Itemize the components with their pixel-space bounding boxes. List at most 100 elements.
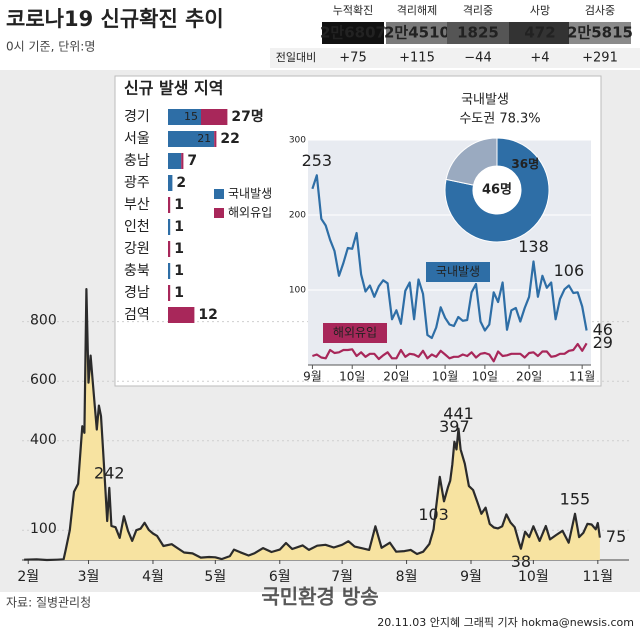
data-label: 138	[518, 237, 549, 256]
overlay: 누적확진 2만6807 +75 격리해제 2만4510 +115 격리중 1825 −44 사망 4…	[124, 3, 633, 384]
total-label: 1	[174, 197, 184, 213]
x-tick-label: 8월	[396, 569, 418, 585]
total-label: 1	[174, 285, 184, 301]
y-tick-label: 100	[289, 286, 306, 296]
panel-title: 신규 발생 지역	[124, 79, 223, 98]
legend-label: 국내발생	[228, 187, 272, 201]
stat-label: 검사중	[585, 4, 615, 17]
credit: 20.11.03 안지혜 그래픽 기자 hokma@newsis.com	[377, 616, 634, 629]
donut-slice	[444, 137, 550, 243]
stat-label: 격리중	[463, 4, 493, 17]
bar	[168, 197, 171, 213]
title: 코로나19 신규확진 추이	[6, 7, 224, 31]
data-label: 103	[418, 505, 449, 524]
bar	[168, 263, 171, 279]
donut-title: 국내발생	[461, 93, 509, 108]
total-label: 2	[176, 175, 186, 191]
bar	[214, 131, 217, 147]
total-label: 1	[174, 241, 184, 257]
legend-label: 해외유입	[228, 206, 272, 220]
stat-change: +75	[339, 51, 366, 66]
bar	[181, 153, 184, 169]
stat-value: 1825	[457, 24, 499, 42]
data-label: 155	[560, 489, 591, 508]
legend-swatch	[214, 189, 224, 199]
y-tick-label: 400	[30, 432, 57, 448]
x-tick-label: 20일	[383, 370, 409, 384]
legend-swatch	[214, 208, 224, 218]
category-label: 부산	[124, 197, 150, 213]
series-line	[312, 342, 588, 363]
data-label: 253	[302, 151, 333, 170]
donut-hole	[473, 166, 521, 214]
stat-value: 2만5815	[567, 24, 633, 42]
total-label: 12	[198, 307, 217, 323]
stat-box	[386, 22, 448, 44]
x-tick-label: 11월	[569, 370, 595, 384]
x-tick-label: 20일	[516, 370, 542, 384]
stat-box	[509, 22, 571, 44]
bar	[168, 285, 171, 301]
x-tick-label: 9월	[460, 569, 482, 585]
series-tag	[426, 262, 490, 282]
stat-change: −44	[464, 51, 491, 66]
y-tick-label: 800	[30, 313, 57, 329]
y-tick-label: 200	[289, 211, 306, 221]
bar	[168, 109, 201, 125]
data-label: 397	[439, 417, 470, 436]
category-label: 충북	[124, 263, 150, 279]
stat-box	[447, 22, 509, 44]
bar	[168, 131, 215, 147]
stat-label: 누적확진	[333, 4, 373, 17]
change-label: 전일대비	[276, 50, 316, 64]
stat-box	[569, 22, 631, 44]
data-label: 75	[606, 527, 626, 546]
data-label: 441	[443, 404, 474, 423]
series-tag	[323, 323, 387, 343]
category-label: 경기	[124, 109, 150, 125]
x-tick-label: 10월	[518, 569, 549, 585]
x-tick-label: 4월	[142, 569, 164, 585]
x-tick-label: 9월	[303, 370, 322, 384]
source: 자료: 질병관리청	[6, 596, 91, 610]
x-tick-label: 3월	[78, 569, 100, 585]
category-label: 경남	[124, 285, 150, 301]
category-label: 인천	[124, 219, 150, 235]
bar	[168, 175, 173, 191]
bar	[201, 109, 228, 125]
change-row	[270, 48, 640, 68]
x-tick-label: 7월	[331, 569, 353, 585]
total-label: 27명	[231, 108, 263, 125]
data-label: 242	[94, 463, 125, 482]
watermark: 국민환경 방송	[261, 585, 378, 609]
total-label: 22	[220, 131, 239, 147]
data-label: 38	[511, 552, 531, 571]
y-tick-label: 600	[30, 372, 57, 388]
total-label: 1	[174, 219, 184, 235]
series-name: 해외유입	[333, 326, 377, 340]
category-label: 충남	[124, 153, 150, 169]
x-tick-label: 5월	[204, 569, 226, 585]
donut-subtitle: 수도권 78.3%	[459, 112, 540, 127]
bar	[168, 307, 195, 323]
bar	[168, 219, 171, 235]
area	[24, 289, 600, 560]
x-tick-label: 2월	[17, 569, 39, 585]
line	[24, 288, 601, 562]
x-tick-label: 10월	[432, 370, 458, 384]
x-tick-label: 6월	[269, 569, 291, 585]
x-tick-label: 10일	[339, 370, 365, 384]
stat-change: +291	[582, 51, 618, 66]
stat-change: +115	[399, 51, 435, 66]
stat-value: 2만4510	[384, 24, 450, 42]
bar	[168, 153, 182, 169]
y-tick-label: 100	[30, 521, 57, 537]
bar-label: 21	[197, 132, 211, 145]
bar	[168, 241, 171, 257]
total-label: 1	[174, 263, 184, 279]
category-label: 검역	[124, 307, 150, 323]
category-label: 강원	[124, 241, 150, 257]
x-tick-label: 10일	[472, 370, 498, 384]
total-label: 7	[187, 153, 197, 169]
